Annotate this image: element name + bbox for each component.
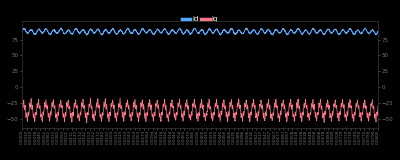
iq (330, 114, 335, 116)
id (82, 30, 86, 32)
iq (156, 107, 161, 109)
iq (376, 105, 380, 107)
id (156, 29, 161, 31)
id (60, 30, 65, 32)
id (376, 31, 380, 32)
id (58, 27, 63, 29)
Line: id: id (22, 28, 378, 35)
Legend: id, iq: id, iq (179, 14, 221, 25)
Line: iq: iq (22, 98, 378, 123)
id (369, 29, 374, 31)
id (330, 31, 335, 33)
iq (369, 105, 374, 107)
iq (118, 97, 122, 99)
iq (20, 104, 24, 106)
iq (81, 107, 86, 109)
id (172, 31, 176, 32)
id (84, 34, 89, 36)
iq (172, 116, 176, 118)
iq (60, 110, 65, 112)
id (20, 30, 24, 32)
iq (84, 122, 89, 124)
